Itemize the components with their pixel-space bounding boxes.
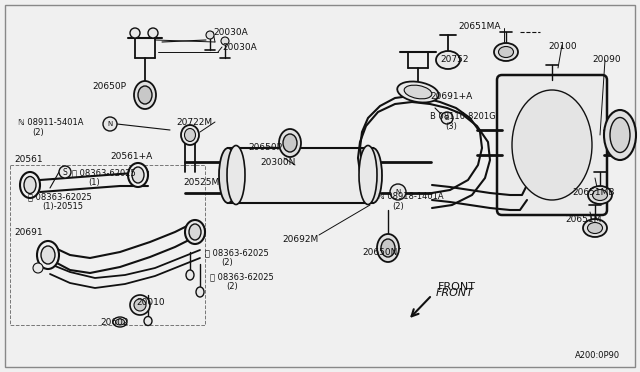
- Ellipse shape: [181, 125, 199, 145]
- Ellipse shape: [377, 234, 399, 262]
- Ellipse shape: [359, 145, 377, 205]
- Ellipse shape: [610, 118, 630, 153]
- Text: 20010: 20010: [136, 298, 164, 307]
- Ellipse shape: [436, 51, 460, 69]
- Text: (1): (1): [88, 178, 100, 187]
- Circle shape: [59, 166, 71, 178]
- Circle shape: [148, 28, 158, 38]
- Text: 20752: 20752: [440, 55, 468, 64]
- Text: 20030A: 20030A: [222, 43, 257, 52]
- Ellipse shape: [185, 220, 205, 244]
- Text: (2): (2): [226, 282, 237, 291]
- Text: ℕ 08911-5401A: ℕ 08911-5401A: [18, 118, 83, 127]
- Text: Ⓢ 08363-62025: Ⓢ 08363-62025: [72, 168, 136, 177]
- Circle shape: [390, 184, 406, 200]
- Text: Ⓢ 08363-62025: Ⓢ 08363-62025: [210, 272, 274, 281]
- Text: ℕ 08918-1401A: ℕ 08918-1401A: [378, 192, 444, 201]
- Circle shape: [130, 295, 150, 315]
- Circle shape: [441, 112, 453, 124]
- Text: 20722M: 20722M: [176, 118, 212, 127]
- Ellipse shape: [283, 134, 297, 152]
- Ellipse shape: [381, 239, 395, 257]
- Ellipse shape: [219, 148, 237, 203]
- Circle shape: [130, 28, 140, 38]
- Ellipse shape: [512, 90, 592, 200]
- Ellipse shape: [499, 46, 513, 58]
- Ellipse shape: [37, 241, 59, 269]
- Circle shape: [206, 31, 214, 39]
- Text: B 08116-8201G: B 08116-8201G: [430, 112, 495, 121]
- Text: 20650N: 20650N: [362, 248, 397, 257]
- Ellipse shape: [144, 317, 152, 326]
- Ellipse shape: [593, 189, 607, 201]
- Ellipse shape: [20, 172, 40, 198]
- Text: (1)-20515: (1)-20515: [42, 202, 83, 211]
- Text: (2): (2): [32, 128, 44, 137]
- Ellipse shape: [227, 145, 245, 205]
- Text: 20300N: 20300N: [260, 158, 296, 167]
- Text: 20030A: 20030A: [213, 28, 248, 37]
- Ellipse shape: [184, 128, 195, 141]
- Text: 20691+A: 20691+A: [430, 92, 472, 101]
- Text: B: B: [445, 115, 449, 121]
- Ellipse shape: [115, 319, 125, 325]
- Circle shape: [134, 299, 146, 311]
- Bar: [228, 148, 373, 203]
- Ellipse shape: [138, 86, 152, 104]
- Text: 20561+A: 20561+A: [110, 152, 152, 161]
- Text: S: S: [63, 167, 67, 176]
- Ellipse shape: [583, 219, 607, 237]
- Text: 20650P: 20650P: [248, 143, 282, 152]
- Ellipse shape: [196, 287, 204, 297]
- Ellipse shape: [588, 222, 602, 234]
- Text: (2): (2): [392, 202, 404, 211]
- Ellipse shape: [189, 224, 201, 240]
- Ellipse shape: [24, 176, 36, 193]
- Text: 20651MB: 20651MB: [572, 188, 614, 197]
- Bar: [10, 165, 205, 325]
- Circle shape: [103, 117, 117, 131]
- Ellipse shape: [588, 186, 612, 204]
- FancyBboxPatch shape: [497, 75, 607, 215]
- Text: (2): (2): [221, 258, 233, 267]
- Ellipse shape: [279, 129, 301, 157]
- Ellipse shape: [604, 110, 636, 160]
- Circle shape: [221, 37, 229, 45]
- Ellipse shape: [128, 163, 148, 187]
- Text: (3): (3): [445, 122, 457, 131]
- Text: FRONT: FRONT: [438, 282, 476, 292]
- Text: 20651MA: 20651MA: [458, 22, 500, 31]
- Circle shape: [33, 263, 43, 273]
- Text: 20561: 20561: [14, 155, 43, 164]
- Text: Ⓢ 08363-62025: Ⓢ 08363-62025: [205, 248, 269, 257]
- Text: N: N: [396, 189, 401, 195]
- Text: 20602: 20602: [100, 318, 129, 327]
- Ellipse shape: [41, 246, 55, 264]
- Text: 20651M: 20651M: [565, 215, 602, 224]
- Ellipse shape: [364, 148, 382, 203]
- Text: 20650P: 20650P: [92, 82, 126, 91]
- Ellipse shape: [186, 270, 194, 280]
- Ellipse shape: [113, 317, 127, 327]
- Ellipse shape: [397, 81, 439, 103]
- Text: FRONT: FRONT: [436, 288, 474, 298]
- Text: A200:0P90: A200:0P90: [575, 351, 620, 360]
- Ellipse shape: [134, 81, 156, 109]
- Text: 20090: 20090: [592, 55, 621, 64]
- Text: 20691: 20691: [14, 228, 43, 237]
- Text: 20692M: 20692M: [282, 235, 318, 244]
- Ellipse shape: [494, 43, 518, 61]
- Text: 20100: 20100: [548, 42, 577, 51]
- Ellipse shape: [404, 85, 432, 99]
- Text: Ⓢ 08363-62025: Ⓢ 08363-62025: [28, 192, 92, 201]
- Text: N: N: [108, 121, 113, 127]
- Ellipse shape: [132, 167, 144, 183]
- Text: 20525M: 20525M: [183, 178, 220, 187]
